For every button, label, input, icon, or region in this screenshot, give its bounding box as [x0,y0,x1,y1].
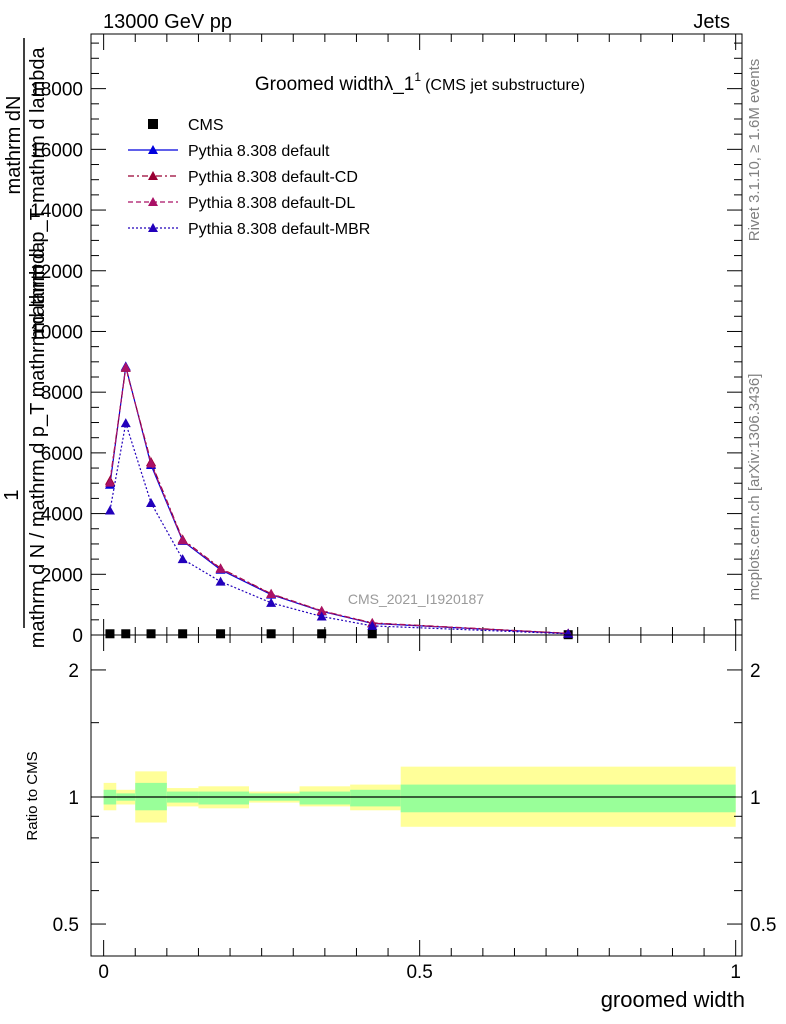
cms-data-point [266,629,276,639]
legend-label: Pythia 8.308 default-MBR [188,221,370,238]
ratio-y-tick-label-right: 0.5 [750,915,776,936]
watermark: CMS_2021_I1920187 [348,591,484,607]
mcplots-label: mcplots.cern.ch [arXiv:1306.3436] [746,374,763,601]
series-line [109,367,569,634]
ratio-frame [90,634,743,957]
x-tick-label: 0 [98,962,109,983]
series-layer [104,361,574,640]
series-marker [146,458,157,468]
series-marker [177,535,188,545]
main-y-tick-label: 10000 [30,322,83,343]
title-note: (CMS jet substructure) [425,77,585,94]
main-y-tick-label: 4000 [41,505,83,526]
ratio-band-green [400,784,736,813]
series-marker [146,497,157,507]
ratio-panel: 0.5 0.51 12 2 0 0.5 1 Ratio to CMS groomed wi… [24,634,777,1012]
series-marker [316,611,327,621]
ratio-y-tick-label: 2 [68,661,79,682]
ratio-y-ticks: 0.5 0.5 1 1 2 2 [53,661,777,936]
legend-label: CMS [188,117,224,134]
rivet-label: Rivet 3.1.10, ≥ 1.6M events [746,59,763,242]
ratio-ylabel: Ratio to CMS [24,751,41,840]
main-y-tick-label: 16000 [30,140,83,161]
cms-data-point [317,629,327,639]
main-x-ticks [103,34,737,635]
ratio-band-green [299,791,351,805]
title-sup: 1 [414,70,421,84]
ratio-y-tick-label: 1 [68,788,79,809]
legend-marker [148,145,158,154]
ratio-band-green [350,789,401,807]
main-y-tick-label: 2000 [41,565,83,586]
x-tick-label: 1 [730,962,741,983]
series-marker [266,589,277,599]
main-y-tick-label: 12000 [30,262,83,283]
ylabel-part-2: mathrm dN [3,96,25,195]
cms-data-point [146,629,156,639]
legend-marker [148,223,158,232]
ratio-band-green [198,791,250,805]
cms-data-point [121,629,131,639]
header-right: Jets [693,11,730,33]
legend-marker [148,197,158,206]
series-marker [120,362,131,372]
ratio-y-tick-label-right: 2 [750,661,761,682]
series-marker [367,620,378,630]
legend-marker [148,171,158,180]
header-left: 13000 GeV pp [103,11,232,33]
main-y-ticks: 0 2000 4000 6000 8000 10000 12000 14000 16000 180… [30,42,742,647]
legend-label: Pythia 8.308 default-DL [188,195,355,212]
main-y-tick-label: 8000 [41,383,83,404]
series-line [109,367,569,635]
series-marker [563,628,574,638]
legend: CMS Pythia 8.308 default Pythia 8.308 defa… [128,117,370,238]
legend-label: Pythia 8.308 default [188,143,330,160]
legend-marker [148,119,158,129]
main-y-tick-label: 6000 [41,444,83,465]
main-panel: 0 2000 4000 6000 8000 10000 12000 14000 16000 180… [30,33,743,647]
main-y-tick-label: 14000 [30,201,83,222]
cms-data-point [178,629,188,639]
series-marker [104,505,115,515]
x-tick-label: 0.5 [406,962,432,983]
cms-data-point [216,629,226,639]
ratio-x-ticks: 0 0.5 1 [98,635,741,983]
series-marker [215,576,226,586]
series-marker [120,418,131,428]
series-marker [177,554,188,564]
series-marker [316,606,327,616]
cms-data-point [105,629,115,639]
main-y-tick-label: 0 [72,626,83,647]
ylabel-part-4: mathrm d p_T mathrm d lambda [27,46,49,332]
title-main: Groomed width [255,74,384,95]
main-y-tick-label: 18000 [30,80,83,101]
ratio-y-tick-label: 0.5 [53,915,79,936]
chart-title: Groomed widthλ_11 (CMS jet substructure) [255,70,585,95]
ratio-y-tick-label-right: 1 [750,788,761,809]
title-lambda: λ_1 [384,74,415,95]
series-line [109,366,569,635]
series-marker [104,477,115,487]
series-marker [266,597,277,607]
cms-data-point [367,629,377,639]
series-marker [215,563,226,573]
x-axis-label: groomed width [601,987,745,1012]
legend-label: Pythia 8.308 default-CD [188,169,358,186]
ylabel-part-3: mathrm d N / mathrm d p_T mathrm d lambd… [27,241,49,648]
ylabel-part-1: 1 [1,489,23,500]
